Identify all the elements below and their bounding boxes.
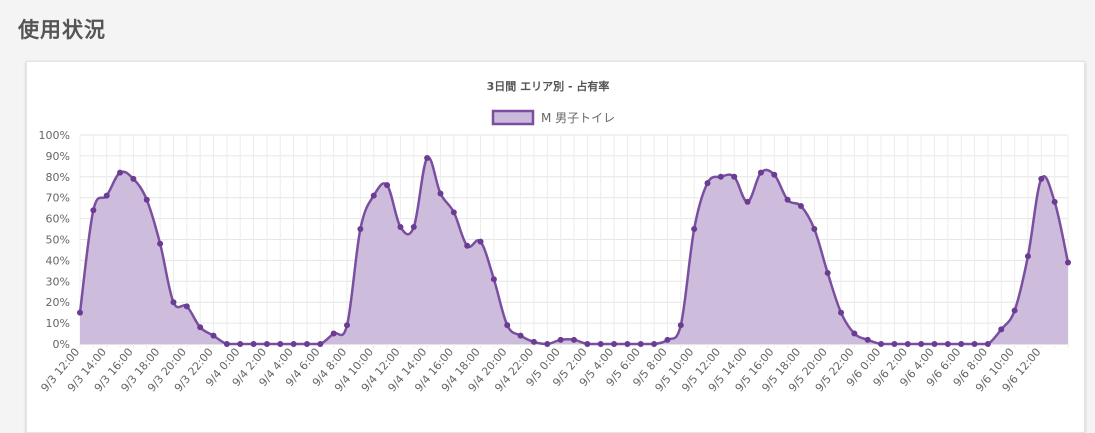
data-point	[250, 341, 257, 347]
data-point	[557, 336, 564, 343]
chart-grid	[79, 134, 1069, 348]
y-tick-label: 50%	[46, 234, 70, 247]
chart-legend: M 男子トイレ	[491, 109, 615, 126]
data-point	[918, 341, 925, 347]
data-point	[370, 192, 377, 199]
data-point	[450, 209, 457, 216]
data-point	[891, 341, 898, 347]
legend-label: M 男子トイレ	[541, 111, 615, 125]
data-point	[984, 341, 991, 347]
data-point	[944, 341, 951, 347]
y-axis-ticks: 0% 10% 20% 30% 40% 50% 60% 70% 80% 90% 100%	[39, 129, 70, 351]
legend-swatch	[491, 109, 535, 126]
data-point	[757, 169, 764, 176]
data-point	[637, 341, 644, 347]
data-point	[797, 203, 804, 210]
data-point	[624, 341, 631, 347]
data-point	[611, 341, 618, 347]
data-point	[544, 341, 551, 347]
chart-title: 3日間 エリア別 - 占有率	[487, 79, 610, 93]
data-point	[691, 226, 698, 233]
data-point	[864, 336, 871, 343]
data-point	[878, 341, 885, 347]
data-point	[424, 154, 431, 161]
data-point	[717, 173, 724, 180]
data-point	[931, 341, 938, 347]
data-point	[651, 341, 658, 347]
data-point	[771, 171, 778, 178]
data-point	[784, 196, 791, 203]
data-point	[851, 330, 858, 337]
data-point	[437, 190, 444, 197]
data-point	[824, 269, 831, 276]
chart-card	[26, 61, 1085, 433]
data-point	[811, 226, 818, 233]
data-point	[90, 207, 97, 214]
data-point	[971, 341, 978, 347]
data-point	[344, 322, 351, 329]
data-point	[1038, 175, 1045, 182]
y-tick-label: 80%	[46, 171, 70, 184]
y-tick-label: 10%	[46, 317, 70, 330]
data-point	[397, 223, 404, 230]
y-tick-label: 30%	[46, 275, 70, 288]
data-point	[263, 341, 270, 347]
y-tick-label: 40%	[46, 254, 70, 267]
data-point	[664, 336, 671, 343]
data-point	[170, 299, 177, 306]
data-point	[584, 341, 591, 347]
y-tick-label: 60%	[46, 213, 70, 226]
y-tick-label: 90%	[46, 150, 70, 163]
data-point	[197, 324, 204, 331]
data-point	[290, 341, 297, 347]
data-point	[477, 238, 484, 245]
data-point	[103, 192, 110, 199]
data-point	[464, 242, 471, 249]
data-point	[317, 341, 324, 347]
data-point	[237, 341, 244, 347]
data-point	[504, 322, 511, 329]
data-point	[731, 173, 738, 180]
data-point	[597, 341, 604, 347]
data-point	[704, 180, 711, 187]
data-point	[357, 226, 364, 233]
series-area-fill	[80, 157, 1068, 344]
data-point	[157, 240, 164, 247]
page-title: 使用状況	[18, 18, 106, 42]
data-point	[277, 341, 284, 347]
data-point	[384, 182, 391, 189]
data-point	[130, 175, 137, 182]
series-points	[77, 154, 1071, 347]
data-point	[998, 326, 1005, 333]
y-tick-label: 20%	[46, 296, 70, 309]
y-tick-label: 100%	[39, 129, 70, 142]
data-point	[410, 223, 417, 230]
data-point	[1011, 307, 1018, 314]
data-point	[677, 322, 684, 329]
data-point	[490, 276, 497, 283]
y-tick-label: 0%	[53, 338, 70, 351]
occupancy-chart: 0% 10% 20% 30% 40% 50% 60% 70% 80% 90% 100% 9/3 12…	[38, 79, 1071, 395]
data-point	[303, 341, 310, 347]
data-point	[904, 341, 911, 347]
x-axis-ticks: 9/3 12:009/3 14:009/3 16:009/3 18:009/3 …	[38, 346, 1043, 395]
data-point	[517, 332, 524, 339]
data-point	[1024, 253, 1031, 260]
y-tick-label: 70%	[46, 192, 70, 205]
data-point	[838, 309, 845, 316]
data-point	[571, 336, 577, 343]
data-point	[330, 330, 337, 337]
data-point	[223, 341, 230, 347]
data-point	[744, 198, 751, 205]
data-point	[143, 196, 150, 203]
data-point	[210, 332, 217, 339]
data-point	[1065, 259, 1071, 266]
data-point	[958, 341, 965, 347]
data-point	[183, 303, 190, 310]
data-point	[77, 309, 83, 316]
data-point	[530, 338, 537, 345]
data-point	[117, 169, 124, 176]
data-point	[1051, 198, 1058, 205]
